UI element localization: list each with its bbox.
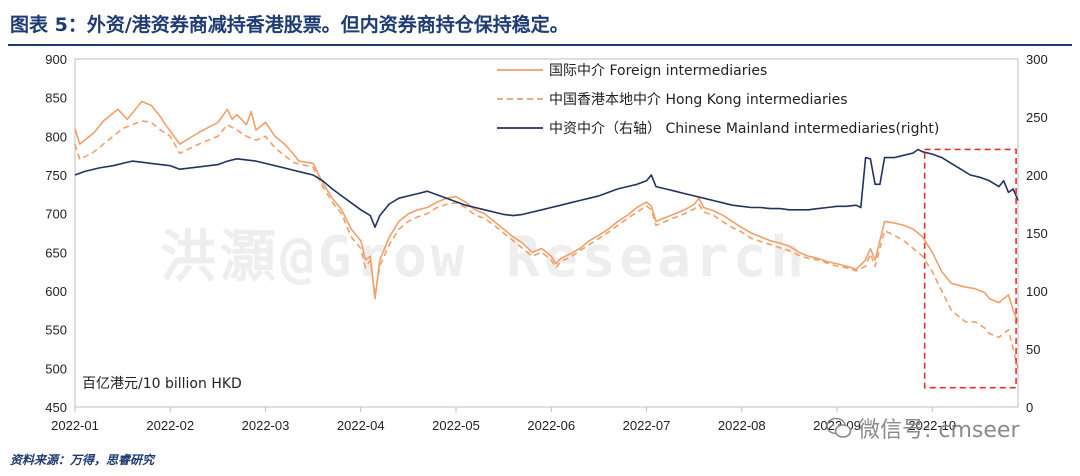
y-left-tick-label: 900 — [45, 52, 67, 67]
x-tick-label: 2022-01 — [51, 418, 99, 433]
y-right-tick-label: 250 — [1026, 110, 1048, 125]
legend-label-0: 国际中介 Foreign intermediaries — [549, 63, 767, 79]
x-tick-label: 2022-05 — [432, 418, 480, 433]
x-tick-label: 2022-04 — [337, 418, 385, 433]
series-line-1 — [74, 120, 1019, 369]
unit-label: 百亿港元/10 billion HKD — [82, 376, 242, 392]
wechat-watermark: 微信号: cmseer — [826, 412, 1020, 444]
y-right-tick-label: 50 — [1026, 342, 1040, 357]
y-left-tick-label: 700 — [45, 207, 67, 222]
series-line-0 — [74, 100, 1019, 323]
x-tick-label: 2022-10 — [908, 418, 956, 433]
title-rule — [8, 44, 1072, 46]
series-line-2 — [74, 148, 1019, 228]
x-tick-label: 2022-07 — [623, 418, 671, 433]
x-tick-label: 2022-03 — [242, 418, 290, 433]
x-tick-label: 2022-02 — [146, 418, 194, 433]
source-note: 资料来源：万得，思睿研究 — [10, 453, 155, 467]
y-right-tick-label: 100 — [1026, 284, 1048, 299]
y-right-tick-label: 0 — [1026, 400, 1033, 415]
watermark-text: 洪灝@Grow Research — [160, 225, 809, 290]
y-left-tick-label: 850 — [45, 91, 67, 106]
y-right-tick-label: 150 — [1026, 226, 1048, 241]
plot-frame — [74, 58, 1019, 408]
y-right-tick-label: 300 — [1026, 52, 1048, 67]
wechat-label: 微信号: cmseer — [858, 418, 1020, 443]
y-left-tick-label: 800 — [45, 129, 67, 144]
x-tick-label: 2022-08 — [718, 418, 766, 433]
y-left-tick-label: 600 — [45, 284, 67, 299]
y-left-tick-label: 500 — [45, 361, 67, 376]
legend-label-2: 中资中介（右轴） Chinese Mainland intermediaries… — [549, 121, 939, 137]
y-left-tick-label: 750 — [45, 168, 67, 183]
y-left-tick-label: 550 — [45, 323, 67, 338]
y-left-tick-label: 650 — [45, 245, 67, 260]
figure-title: 图表 5：外资/港资券商减持香港股票。但内资券商持仓保持稳定。 — [10, 14, 569, 36]
highlight-box — [923, 148, 1017, 389]
legend-label-1: 中国香港本地中介 Hong Kong intermediaries — [549, 92, 848, 108]
wechat-icon — [826, 417, 852, 438]
x-tick-label: 2022-06 — [527, 418, 575, 433]
y-left-tick-label: 450 — [45, 400, 67, 415]
y-right-tick-label: 200 — [1026, 168, 1048, 183]
